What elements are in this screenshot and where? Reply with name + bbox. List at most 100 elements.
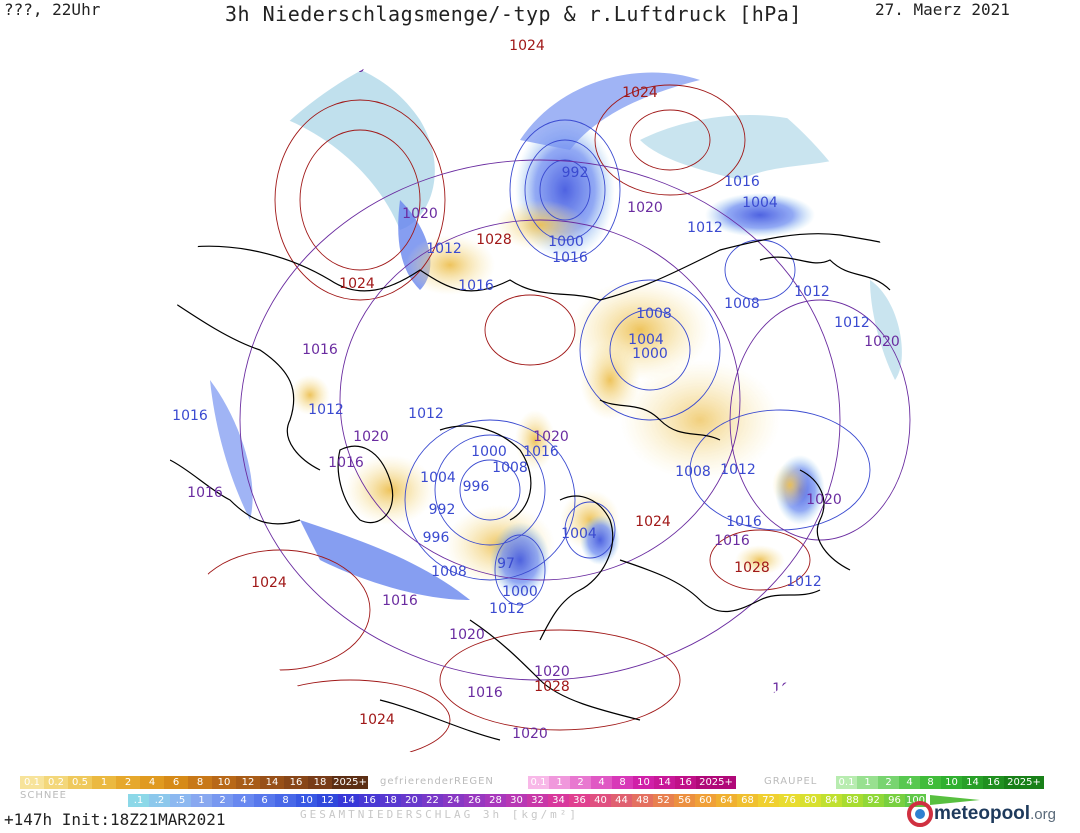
isobar-label: 1012 [426,241,462,257]
isobar-label: 1012 [834,315,870,331]
legend-swatch: 8 [275,794,296,807]
legend-swatch: 36 [569,794,590,807]
legend-swatch: 40 [590,794,611,807]
brand-name: meteopool [934,803,1031,824]
forecast-time: ???, 22Uhr [4,0,101,19]
legend-swatch: 20 [401,794,422,807]
legend-swatch: 76 [779,794,800,807]
legend-swatch: 12 [317,794,338,807]
legend-swatch: 2 [212,794,233,807]
legend-swatch: .2 [149,794,170,807]
isobar-label: 1024 [635,514,671,530]
isobar-lines [189,84,911,761]
isobar-label: 1016 [458,278,494,294]
isobar-label: 1012 [720,462,756,478]
isobar-label: 1016 [724,174,760,190]
isobar-label: 1016 [172,408,208,424]
isobar-label: 1008 [636,306,672,322]
brand-logo[interactable]: meteopool.org [906,800,1056,828]
isobar-label: 1012 [489,601,525,617]
isobar-label: 1012 [786,574,822,590]
isobar-label: 1020 [864,334,900,350]
graupel-legend-label: GRAUPEL [764,776,818,787]
legend-swatch: 18 [308,776,332,789]
snow-legend-label: SCHNEE [20,790,67,801]
map-disc: 1024102410209921016100410201012100010161… [165,25,915,775]
isobar-label: 1012 [794,284,830,300]
isobar-label: 1012 [308,402,344,418]
legend-swatch: 14 [654,776,675,789]
isobar-label: 1020 [534,664,570,680]
legend-swatch: 2 [116,776,140,789]
map-title: 3h Niederschlagsmenge/-typ & r.Luftdruck… [225,2,802,26]
legend-swatch: 4 [591,776,612,789]
snow-legend-scale: 0.1 0.2 0.5 1 2 4 6 8 10 12 14 16 18 2025+ [20,776,368,789]
isobar-label: 1020 [533,429,569,445]
legend-swatch: 4 [233,794,254,807]
legend-swatch: 56 [674,794,695,807]
legend-swatch: 10 [633,776,654,789]
isobar-label: 1024 [359,712,395,728]
legend-swatch: 1 [857,776,878,789]
isobar-label: 1000 [548,234,584,250]
isobar-label: 1004 [742,195,778,211]
legend-swatch: 22 [422,794,443,807]
legend-swatch: 2025+ [696,776,736,789]
legend-swatch: 72 [758,794,779,807]
legend-swatch: 6 [164,776,188,789]
legend-swatch: 2025+ [332,776,368,789]
isobar-label: 1016 [772,681,808,697]
legend-swatch: 48 [632,794,653,807]
legend-swatch: 16 [359,794,380,807]
legend-swatch: .1 [128,794,149,807]
isobar-label: 996 [463,479,490,495]
legend-swatch: 30 [506,794,527,807]
isobar-label: 1028 [734,560,770,576]
legend-swatch: 80 [800,794,821,807]
isobar-label: 1008 [724,296,760,312]
isobar-label: 1028 [534,679,570,695]
legend-swatch: 1 [191,794,212,807]
legend-swatch: 8 [188,776,212,789]
legend-swatch: 2 [878,776,899,789]
legend-swatch: 64 [716,794,737,807]
legend-swatch: 0.1 [528,776,549,789]
run-info: +147h Init:18Z21MAR2021 [4,810,226,829]
legend-swatch: 0.2 [44,776,68,789]
legend-swatch: 16 [983,776,1004,789]
legend-swatch: 12 [236,776,260,789]
isobar-label: 1016 [552,250,588,266]
total-precip-caption: GESAMTNIEDERSCHLAG 3h [kg/m²] [300,808,580,821]
legend-swatch: 92 [863,794,884,807]
isobar-labels: 1024102410209921016100410201012100010161… [172,38,900,763]
isobar-label: 1024 [362,747,398,763]
isobar-label: 1024 [339,276,375,292]
isobar-label: 1024 [622,85,658,101]
legend-swatch: 10 [296,794,317,807]
isobar-label: 1016 [187,485,223,501]
legend-swatch: 4 [140,776,164,789]
legend-swatch: 44 [611,794,632,807]
legend-swatch: 10 [941,776,962,789]
meteopool-logo-icon [907,801,933,827]
legend-swatch: 14 [260,776,284,789]
isobar-label: 1016 [302,342,338,358]
isobar-label: 1000 [471,444,507,460]
freezing-rain-legend-scale: 0.1 1 2 4 8 10 14 16 2025+ [528,776,736,789]
isobar-label: 992 [429,502,456,518]
isobar-label: 1020 [806,492,842,508]
legend-swatch: 14 [338,794,359,807]
legend-swatch: 8 [612,776,633,789]
isobar-label: 1016 [714,533,750,549]
isobar-label: 1000 [502,584,538,600]
isobar-label: 1024 [251,575,287,591]
legend-swatch: 4 [899,776,920,789]
legend-swatch: .5 [170,794,191,807]
legend-swatch: 2 [570,776,591,789]
isobar-label: 1004 [420,470,456,486]
weather-map: 1024102410209921016100410201012100010161… [165,25,915,775]
isobar-label: 1024 [509,38,545,54]
legend-swatch: 34 [548,794,569,807]
isobar-label: 992 [562,165,589,181]
coastlines [169,233,911,741]
